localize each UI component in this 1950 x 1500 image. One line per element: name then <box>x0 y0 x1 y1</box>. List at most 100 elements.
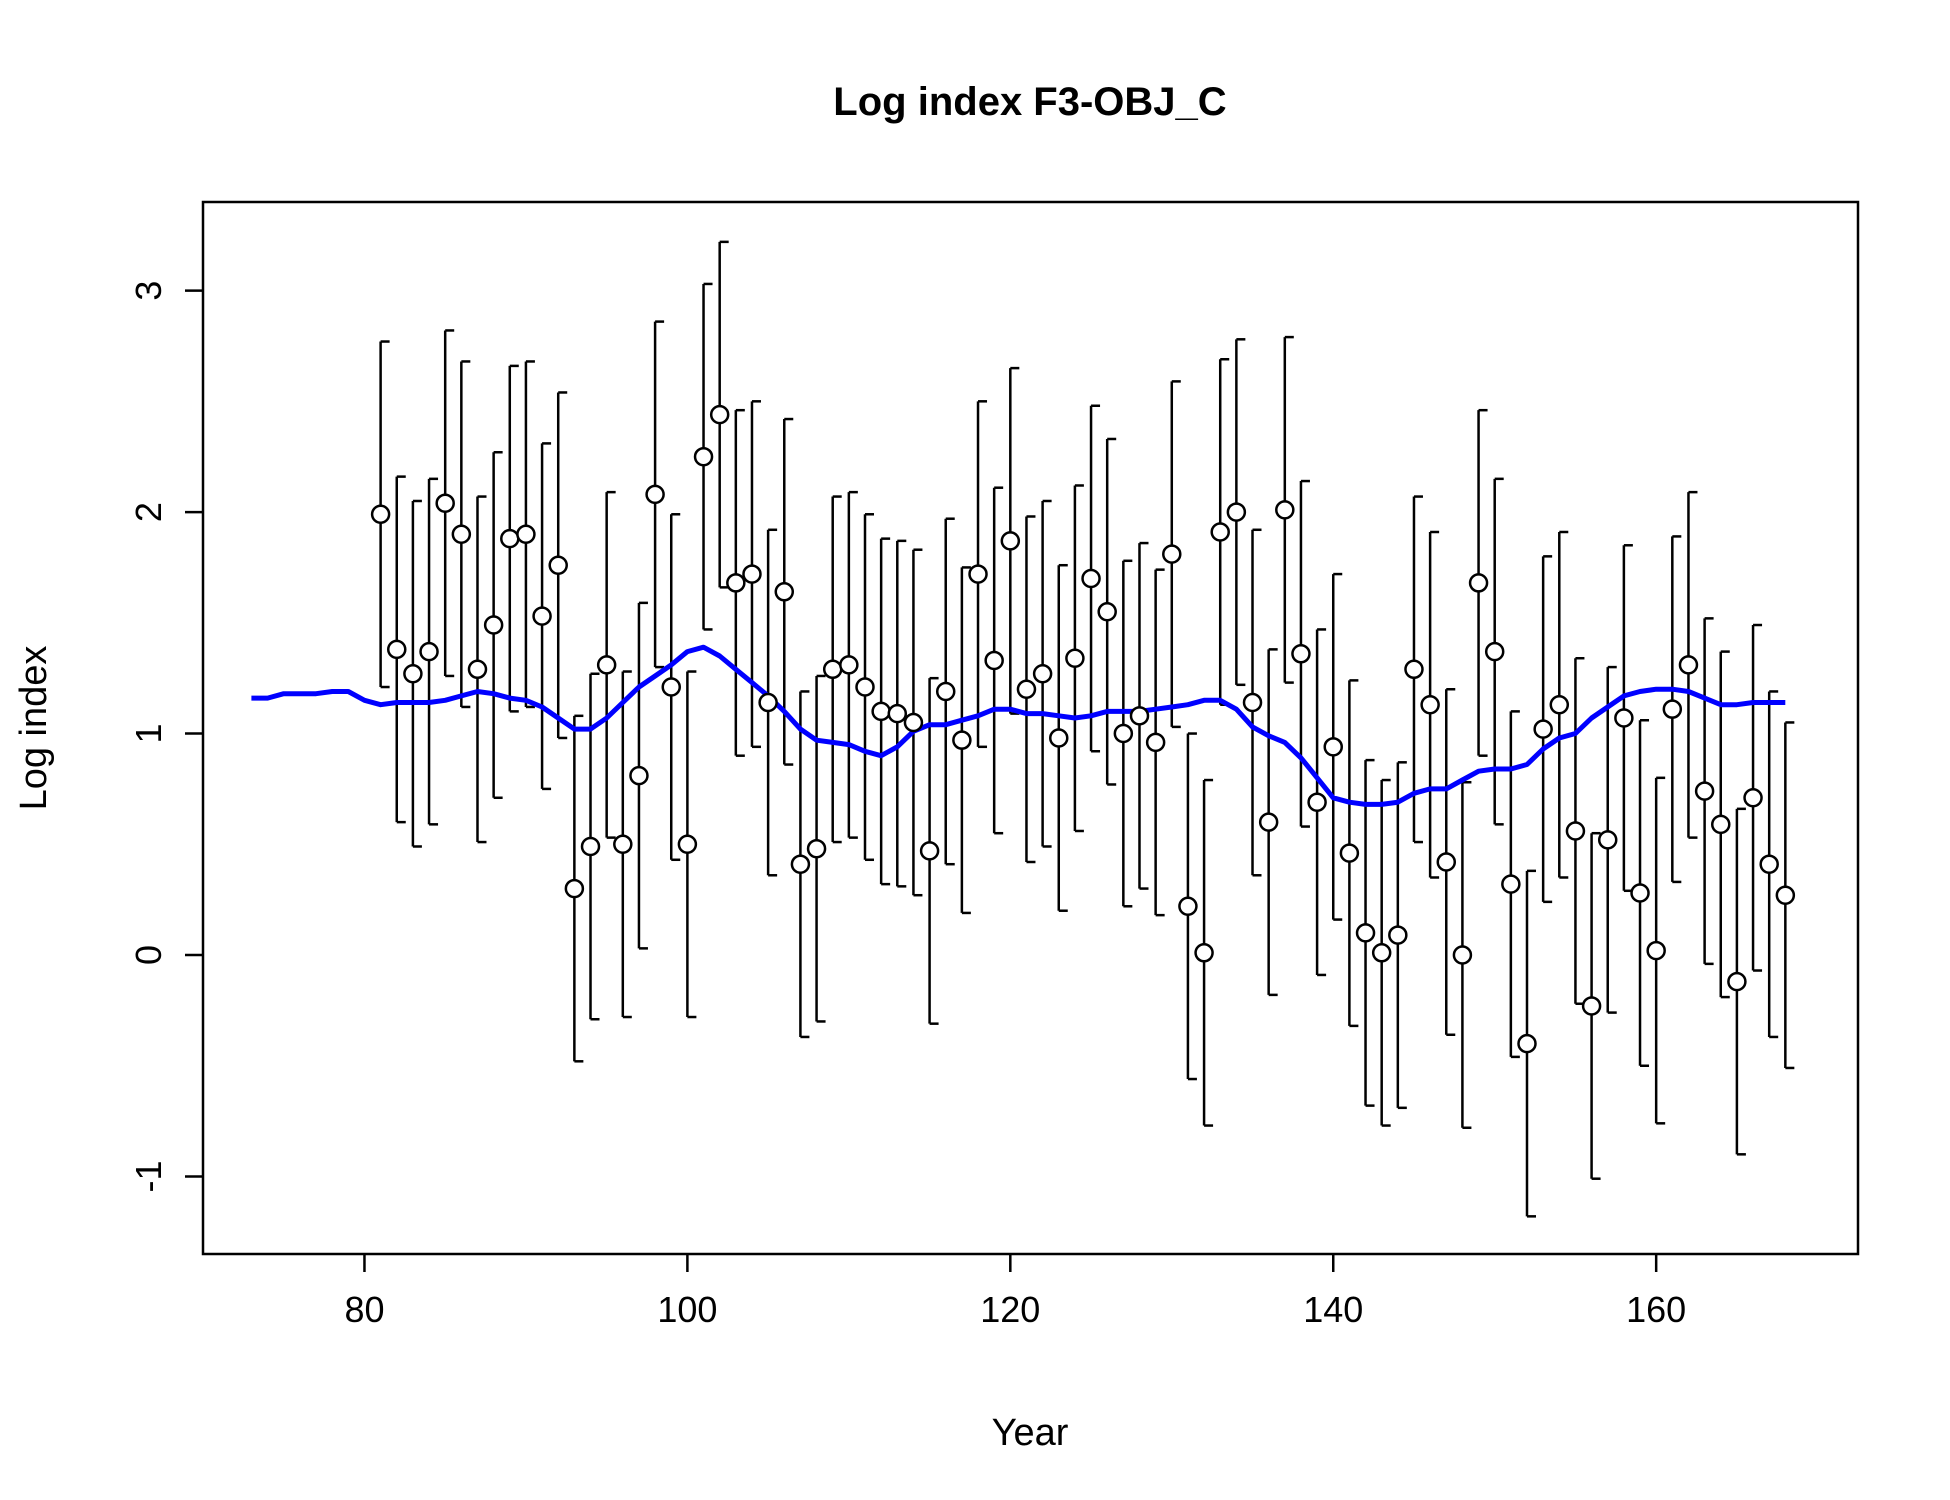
point-89 <box>500 528 520 549</box>
observation-points <box>370 404 1796 1054</box>
point-160 <box>1646 940 1666 961</box>
y-tick-label-2: 2 <box>128 502 169 522</box>
x-tick-label-160: 160 <box>1626 1289 1686 1330</box>
point-156 <box>1581 996 1602 1016</box>
point-154 <box>1549 694 1570 715</box>
chart-title: Log index F3-OBJ_C <box>833 80 1226 124</box>
y-axis-label: Log index <box>13 646 55 811</box>
point-107 <box>790 854 811 874</box>
point-148 <box>1452 945 1473 965</box>
point-126 <box>1097 601 1117 622</box>
y-tick-label--1: -1 <box>128 1160 169 1192</box>
y-tick-label-1: 1 <box>128 724 169 744</box>
fitted-line <box>251 644 1786 807</box>
x-axis-label: Year <box>992 1412 1069 1454</box>
point-132 <box>1194 943 1214 963</box>
point-141 <box>1339 843 1360 863</box>
x-tick-label-120: 120 <box>980 1289 1040 1330</box>
point-111 <box>855 677 875 697</box>
point-125 <box>1081 568 1101 589</box>
point-140 <box>1323 737 1343 757</box>
point-99 <box>661 677 681 697</box>
y-tick-label-3: 3 <box>128 281 169 301</box>
point-115 <box>919 841 940 861</box>
point-136 <box>1258 812 1279 832</box>
point-105 <box>758 692 778 713</box>
point-85 <box>435 493 455 513</box>
point-109 <box>822 659 843 680</box>
point-135 <box>1242 692 1263 713</box>
point-165 <box>1727 971 1747 992</box>
point-95 <box>596 655 617 675</box>
y-axis: -1 0 1 2 3 <box>128 281 203 1192</box>
point-112 <box>871 701 891 722</box>
point-145 <box>1404 659 1424 680</box>
x-tick-label-140: 140 <box>1303 1289 1363 1330</box>
point-81 <box>370 504 391 525</box>
point-119 <box>984 650 1004 671</box>
point-93 <box>564 878 585 899</box>
point-83 <box>403 663 423 684</box>
point-128 <box>1129 706 1150 726</box>
point-114 <box>903 712 924 733</box>
point-158 <box>1614 708 1634 728</box>
point-97 <box>629 765 649 786</box>
point-144 <box>1388 925 1408 945</box>
point-155 <box>1565 821 1586 841</box>
point-167 <box>1759 854 1779 874</box>
point-90 <box>516 524 536 544</box>
point-138 <box>1291 644 1311 664</box>
point-134 <box>1226 502 1247 522</box>
y-tick-label-0: 0 <box>128 945 169 965</box>
plot-frame <box>201 200 1860 1256</box>
point-82 <box>387 639 407 660</box>
point-91 <box>532 606 552 626</box>
point-133 <box>1210 522 1230 542</box>
point-152 <box>1517 1033 1537 1054</box>
point-110 <box>839 655 859 675</box>
point-122 <box>1032 663 1053 684</box>
point-163 <box>1694 781 1715 801</box>
point-127 <box>1113 723 1134 744</box>
point-142 <box>1355 923 1376 943</box>
point-104 <box>742 564 762 584</box>
point-92 <box>548 555 568 575</box>
point-159 <box>1630 883 1650 903</box>
point-151 <box>1501 874 1521 894</box>
point-162 <box>1678 655 1699 675</box>
point-88 <box>483 615 504 635</box>
point-150 <box>1484 641 1505 662</box>
point-124 <box>1065 648 1085 668</box>
point-103 <box>726 573 746 593</box>
point-164 <box>1711 814 1731 835</box>
point-168 <box>1775 885 1796 905</box>
point-137 <box>1275 500 1295 520</box>
point-121 <box>1016 679 1037 699</box>
fit-line-group <box>251 644 1786 807</box>
point-143 <box>1371 943 1392 963</box>
point-166 <box>1743 788 1763 808</box>
point-130 <box>1162 544 1182 564</box>
point-102 <box>709 404 730 425</box>
point-86 <box>451 524 472 544</box>
point-146 <box>1420 694 1440 715</box>
point-100 <box>677 834 698 855</box>
point-108 <box>806 838 827 859</box>
point-98 <box>645 484 665 505</box>
point-120 <box>1000 531 1021 551</box>
point-139 <box>1307 792 1327 812</box>
x-tick-label-100: 100 <box>657 1289 717 1330</box>
point-149 <box>1468 573 1489 593</box>
point-117 <box>952 730 972 750</box>
point-87 <box>467 659 488 680</box>
point-161 <box>1662 699 1683 719</box>
point-101 <box>693 446 714 467</box>
point-96 <box>613 834 633 855</box>
point-113 <box>887 703 908 724</box>
point-157 <box>1597 830 1618 850</box>
point-116 <box>935 681 956 702</box>
point-131 <box>1178 896 1198 917</box>
x-axis: 80 100 120 140 160 <box>344 1254 1686 1330</box>
point-129 <box>1145 732 1166 753</box>
